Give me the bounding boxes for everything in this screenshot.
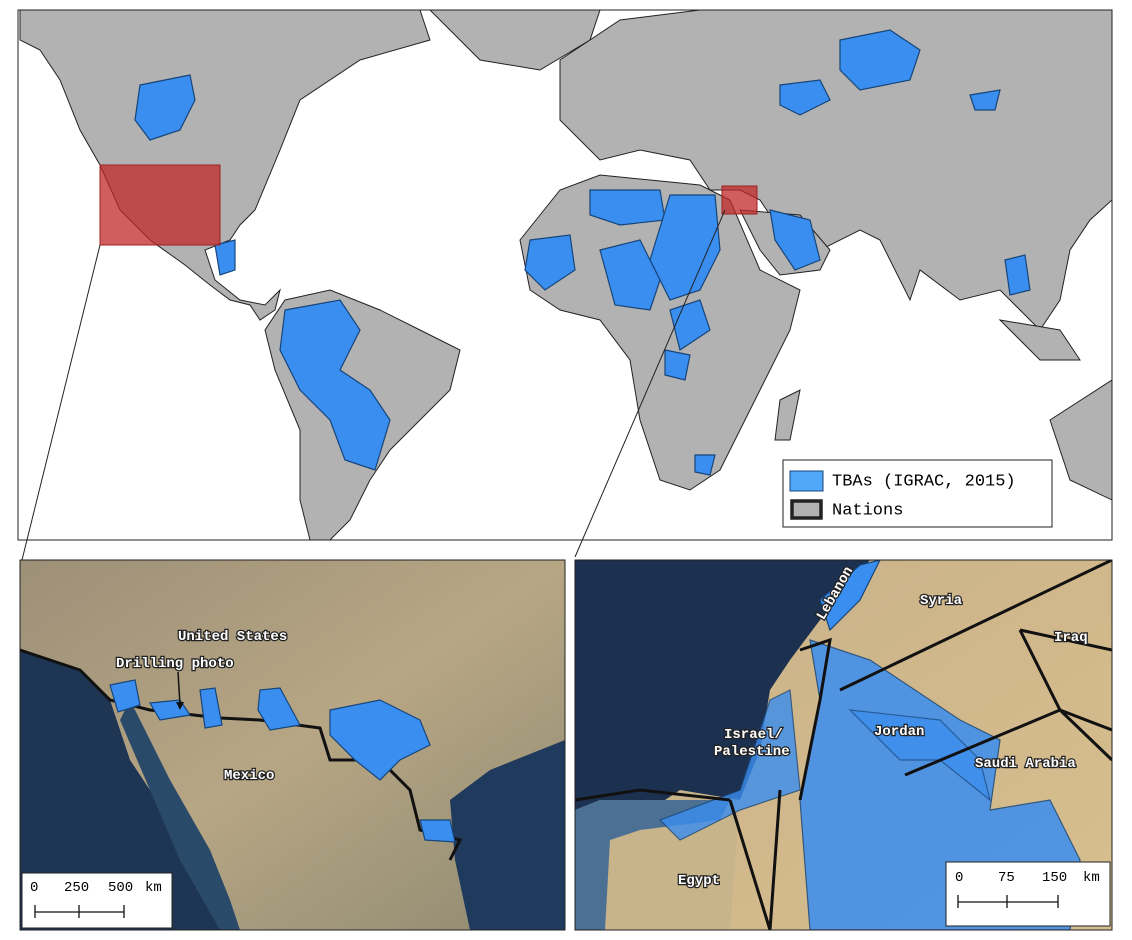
pointer — [177, 671, 181, 706]
place-label: United States — [178, 629, 287, 645]
inset-middle-east: Lebanon Syria Iraq Israel/ Palestine Jor… — [575, 560, 1112, 930]
scale-tick-label: 75 — [998, 870, 1015, 886]
place-label: Palestine — [714, 744, 790, 760]
scale-unit: km — [145, 880, 162, 896]
scale-bar — [34, 905, 125, 918]
legend-label: TBAs (IGRAC, 2015) — [832, 472, 1016, 491]
world-map — [18, 10, 1112, 540]
place-label: Syria — [920, 593, 963, 609]
scale-bar-box — [21, 872, 173, 929]
scale-tick-label: 150 — [1042, 870, 1067, 886]
place-label: Saudi Arabia — [975, 756, 1076, 772]
place-label: Jordan — [874, 724, 924, 740]
scale-tick-label: 500 — [108, 880, 133, 896]
place-label: Israel/ — [724, 727, 783, 743]
legend-box — [782, 459, 1053, 528]
scale-tick-label: 250 — [64, 880, 89, 896]
place-label: Drilling photo — [116, 656, 234, 672]
scale-bar-box — [945, 861, 1111, 927]
scale-tick-label: 0 — [955, 870, 963, 886]
connector — [21, 244, 101, 561]
zoom-box — [721, 185, 758, 215]
place-label: Mexico — [224, 768, 274, 784]
inset-us-mexico: United States Drilling photo Mexico 0 25… — [20, 560, 565, 930]
map-frame — [17, 9, 1113, 541]
legend-swatch — [789, 470, 824, 492]
inset-frame — [19, 559, 566, 931]
scale-tick-label: 0 — [30, 880, 38, 896]
scale-unit: km — [1083, 870, 1100, 886]
inset-frame — [574, 559, 1113, 931]
pointer-head — [176, 702, 184, 710]
scale-bar — [957, 895, 1059, 908]
place-label: Egypt — [678, 873, 720, 889]
legend-label: Nations — [832, 501, 903, 520]
connector — [574, 209, 726, 558]
legend: TBAs (IGRAC, 2015) Nations — [782, 459, 1053, 528]
zoom-box — [99, 164, 221, 246]
legend-swatch — [790, 499, 823, 520]
place-label: Iraq — [1054, 630, 1088, 646]
